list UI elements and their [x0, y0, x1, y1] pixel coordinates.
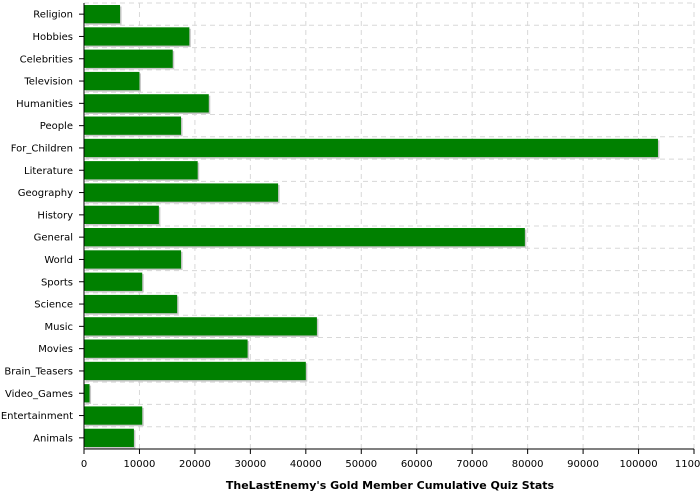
- x-tick-label: 80000: [512, 459, 544, 470]
- bar: [84, 339, 248, 358]
- category-label: Television: [23, 77, 73, 88]
- category-label: World: [44, 255, 73, 266]
- x-tick-label: 10000: [124, 459, 156, 470]
- category-label: For_Children: [11, 143, 73, 154]
- bar: [84, 27, 190, 46]
- category-label: History: [37, 210, 73, 221]
- x-tick-label: 40000: [290, 459, 322, 470]
- axes: [79, 3, 695, 454]
- category-label: Brain_Teasers: [4, 366, 73, 377]
- grid: [84, 2, 695, 450]
- bar: [84, 317, 317, 336]
- category-label: Geography: [18, 188, 73, 199]
- x-tick-label: 30000: [234, 459, 266, 470]
- x-tick-label: 110000: [675, 459, 700, 470]
- category-label: Hobbies: [33, 32, 73, 43]
- category-label: Literature: [24, 166, 73, 177]
- bar: [84, 71, 140, 91]
- bar: [84, 250, 182, 269]
- bar: [84, 94, 209, 113]
- category-label: Science: [34, 300, 73, 311]
- category-label: General: [34, 233, 73, 244]
- x-tick-label: 70000: [456, 459, 488, 470]
- bar: [84, 384, 90, 403]
- x-tick-label: 90000: [567, 459, 599, 470]
- bar: [84, 406, 143, 425]
- x-tick-label: 20000: [179, 459, 211, 470]
- bar: [84, 228, 525, 247]
- category-label: Humanities: [16, 99, 73, 110]
- x-tick-label: 60000: [401, 459, 433, 470]
- bar: [84, 183, 279, 202]
- bar: [84, 205, 159, 224]
- bar: [84, 116, 182, 135]
- category-label: Video_Games: [5, 389, 73, 400]
- category-label: Sports: [41, 277, 73, 288]
- category-label: Movies: [38, 344, 73, 355]
- x-tick-label: 100000: [619, 459, 657, 470]
- category-label: Religion: [33, 10, 73, 21]
- category-label: Celebrities: [20, 54, 73, 65]
- bar: [84, 161, 198, 180]
- labels: Religion Hobbies Celebrities Television Huma…: [1, 10, 700, 470]
- x-tick-label: 50000: [345, 459, 377, 470]
- x-tick-label: 0: [81, 459, 87, 470]
- x-axis-title: TheLastEnemy's Gold Member Cumulative Qu…: [226, 479, 555, 492]
- bar: [84, 294, 178, 314]
- bar: [84, 138, 658, 158]
- bar: [84, 428, 134, 447]
- category-label: Animals: [33, 433, 73, 444]
- bar: [84, 361, 306, 381]
- bar: [84, 5, 121, 24]
- bars: [84, 5, 660, 449]
- category-label: People: [40, 121, 73, 132]
- category-label: Entertainment: [1, 411, 73, 422]
- bar: [84, 49, 173, 68]
- bar: [84, 272, 143, 291]
- category-label: Music: [45, 322, 73, 333]
